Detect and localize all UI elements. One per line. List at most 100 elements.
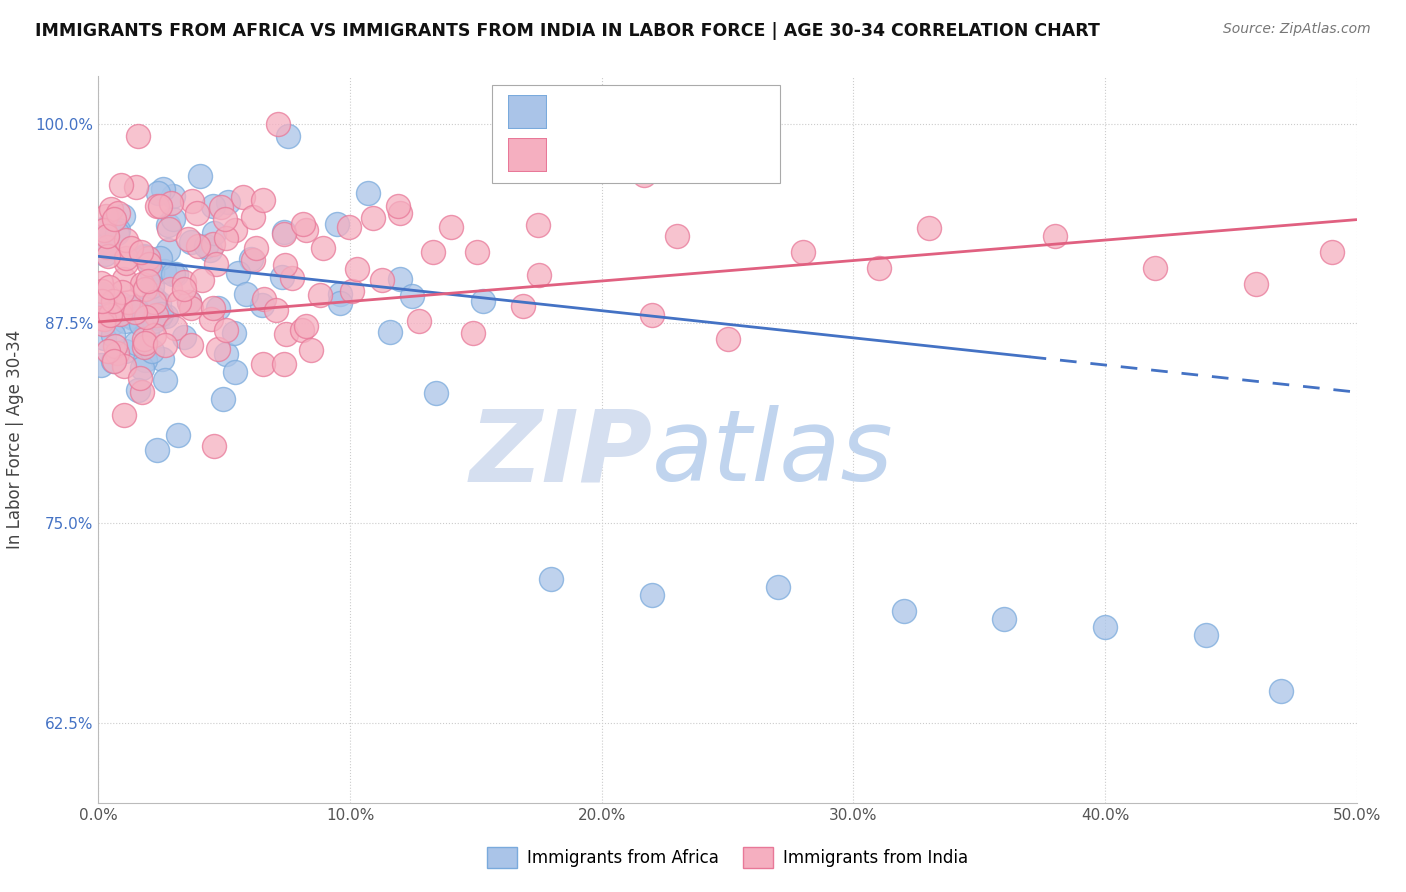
Point — [111, 209, 134, 223]
Point — [134, 283, 156, 297]
Point — [117, 294, 139, 309]
Point — [121, 310, 143, 325]
Point — [215, 231, 238, 245]
Point — [1320, 244, 1343, 259]
Point — [143, 327, 166, 342]
Point — [191, 273, 214, 287]
Point — [993, 612, 1015, 626]
Point — [1144, 260, 1167, 275]
Point — [440, 220, 463, 235]
Point — [181, 194, 204, 208]
Point — [131, 361, 153, 376]
Point — [209, 200, 232, 214]
Point — [93, 312, 115, 326]
Point — [148, 296, 170, 310]
Point — [100, 202, 122, 216]
Point — [125, 180, 148, 194]
Point — [177, 295, 200, 310]
Point — [408, 314, 430, 328]
Point — [173, 275, 195, 289]
Point — [150, 307, 173, 321]
Point — [124, 304, 146, 318]
Point — [152, 181, 174, 195]
Point — [111, 285, 134, 300]
Point — [273, 227, 295, 241]
Point — [461, 326, 484, 340]
Point — [90, 284, 112, 298]
Point — [105, 345, 128, 359]
Point — [1244, 277, 1267, 291]
Point — [110, 178, 132, 192]
Point — [512, 299, 534, 313]
Point — [112, 359, 135, 373]
Point — [224, 326, 246, 340]
Point — [101, 294, 124, 309]
Point — [97, 344, 120, 359]
Point — [148, 311, 170, 326]
Point — [232, 189, 254, 203]
Point — [252, 193, 274, 207]
Point — [340, 284, 363, 298]
Point — [173, 330, 195, 344]
Point — [361, 211, 384, 225]
Point — [893, 604, 915, 618]
Point — [346, 262, 368, 277]
Point — [96, 234, 118, 248]
Point — [96, 239, 118, 253]
Point — [291, 323, 314, 337]
Legend: Immigrants from Africa, Immigrants from India: Immigrants from Africa, Immigrants from … — [479, 841, 976, 874]
Point — [118, 300, 141, 314]
Point — [98, 308, 121, 322]
Point — [108, 308, 131, 322]
Point — [465, 245, 488, 260]
Point — [187, 239, 209, 253]
Point — [93, 223, 115, 237]
Text: ZIP: ZIP — [470, 405, 652, 502]
Point — [329, 287, 352, 301]
Point — [120, 241, 142, 255]
Point — [162, 267, 184, 281]
Text: 83: 83 — [702, 100, 724, 118]
Point — [329, 296, 352, 310]
Point — [141, 344, 163, 359]
Point — [157, 221, 180, 235]
Point — [134, 250, 156, 264]
Point — [207, 301, 229, 315]
Point — [124, 335, 146, 350]
Point — [242, 253, 264, 268]
Point — [717, 333, 740, 347]
Point — [108, 301, 131, 315]
Point — [115, 251, 138, 265]
Point — [142, 314, 165, 328]
Point — [152, 264, 174, 278]
Point — [141, 279, 163, 293]
Point — [918, 220, 941, 235]
Point — [104, 339, 127, 353]
Point — [180, 301, 202, 316]
Point — [167, 427, 190, 442]
Point — [200, 312, 222, 326]
Point — [529, 268, 551, 282]
Point — [110, 297, 132, 311]
Point — [114, 343, 136, 358]
Point — [540, 572, 562, 586]
Point — [146, 199, 169, 213]
Point — [132, 340, 155, 354]
Point — [120, 310, 142, 324]
Point — [239, 252, 262, 266]
Point — [1043, 228, 1066, 243]
Point — [91, 317, 114, 331]
Point — [1270, 684, 1292, 698]
Point — [96, 229, 118, 244]
Point — [425, 386, 447, 401]
Point — [179, 295, 201, 310]
Point — [245, 241, 267, 255]
Point — [135, 324, 157, 338]
Point — [162, 188, 184, 202]
Point — [217, 194, 239, 209]
Point — [202, 226, 225, 240]
Point — [160, 196, 183, 211]
Point — [90, 286, 112, 301]
Point — [868, 260, 890, 275]
Point — [177, 232, 200, 246]
